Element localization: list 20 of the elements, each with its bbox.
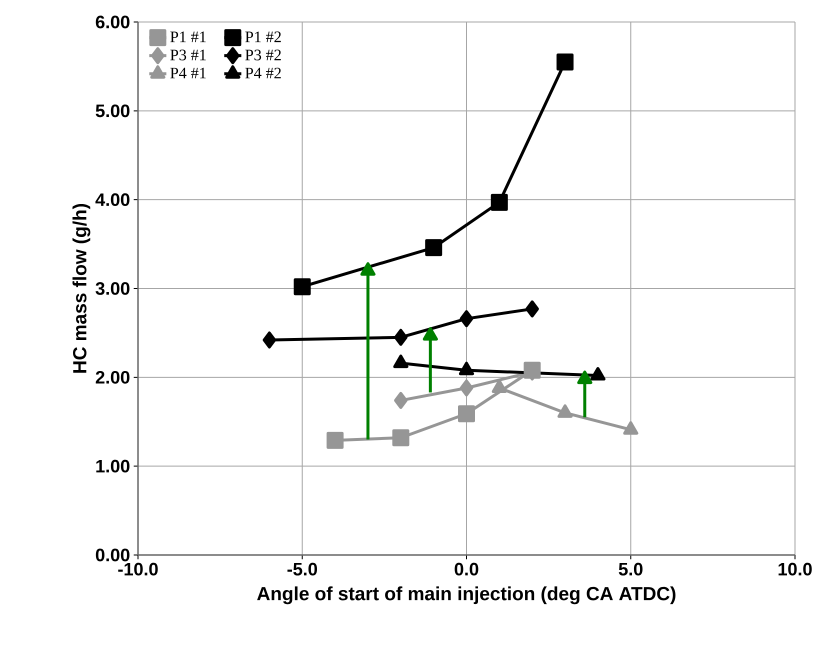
legend-label: P1 #1	[170, 32, 206, 42]
legend-label: P4 #2	[245, 68, 281, 78]
legend-label: P1 #2	[245, 32, 281, 42]
legend-label: P3 #1	[170, 50, 206, 60]
x-tick-label: -10.0	[118, 562, 158, 576]
x-axis-title: Angle of start of main injection (deg CA ATDC)	[257, 586, 676, 604]
y-tick-label: 0.00	[96, 548, 130, 562]
x-tick-label: 0.0	[454, 562, 478, 576]
legend-label: P4 #1	[170, 68, 206, 78]
y-tick-label: 1.00	[96, 460, 130, 473]
y-tick-label: 6.00	[96, 16, 130, 28]
y-tick-label: 5.00	[96, 104, 130, 118]
legend-label: P3 #2	[245, 50, 281, 60]
y-tick-label: 2.00	[96, 370, 130, 384]
y-tick-label: 4.00	[95, 193, 130, 206]
x-tick-label: 10.0	[778, 562, 812, 576]
y-tick-label: 3.00	[96, 282, 130, 295]
y-axis-title: HC mass flow (g/h)	[72, 204, 90, 373]
x-tick-label: 5.0	[618, 562, 643, 576]
x-tick-label: -5.0	[287, 562, 318, 576]
